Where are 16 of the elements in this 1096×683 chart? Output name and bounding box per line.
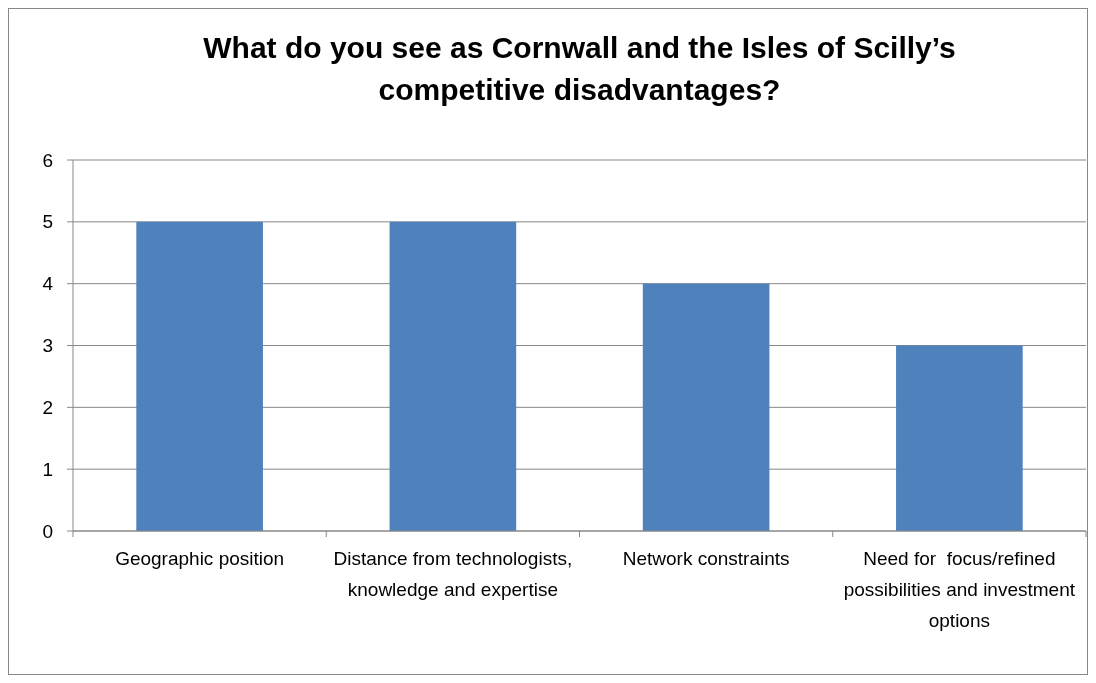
y-tick-label: 0 — [42, 520, 53, 542]
y-tick-label: 1 — [42, 458, 53, 480]
bar — [896, 345, 1023, 531]
x-tick-label: Distance from technologists, knowledge and expertise — [333, 548, 573, 600]
y-tick-label: 4 — [42, 273, 54, 295]
x-tick-label: Geographic position — [115, 548, 285, 569]
bar — [389, 221, 517, 531]
x-tick-label: Network constraints — [622, 548, 790, 569]
y-tick-label: 3 — [42, 335, 53, 357]
y-tick-label: 5 — [42, 211, 53, 233]
bar — [136, 221, 263, 531]
x-tick-label: Need for focus/refined possibilities and investment options — [843, 548, 1076, 631]
bar — [642, 283, 770, 531]
y-tick-label: 2 — [42, 396, 53, 418]
chart-title: What do you see as Cornwall and the Isles of Scilly’s competitive disadvantages? — [203, 31, 956, 106]
y-tick-label: 6 — [42, 149, 53, 171]
